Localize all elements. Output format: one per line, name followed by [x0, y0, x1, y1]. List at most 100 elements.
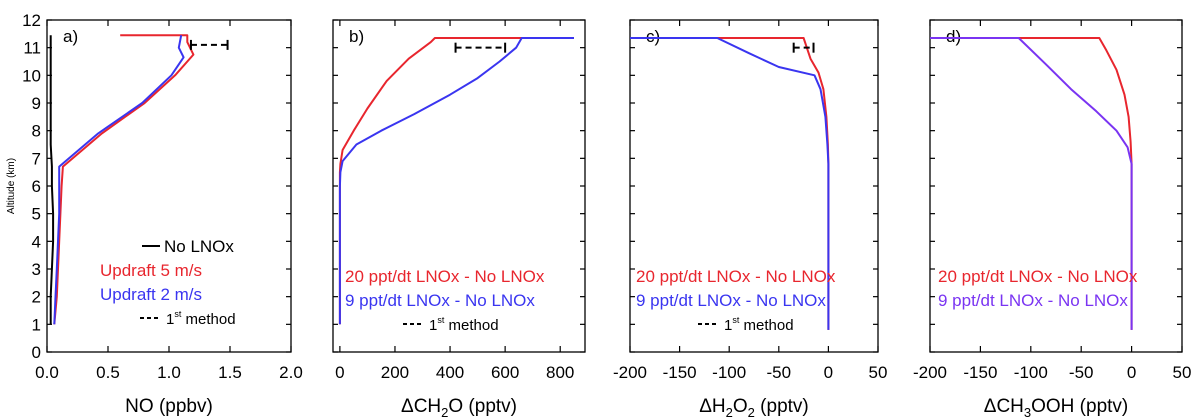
y-tick-label: 3 — [32, 260, 41, 279]
x-axis-label-part: 2 — [726, 405, 733, 418]
legend-text: Updraft 2 m/s — [100, 285, 202, 304]
plot-frame — [629, 19, 879, 353]
x-tick-label: 50 — [1173, 363, 1192, 382]
legend-text: 9 ppt/dt LNOx - No LNOx — [636, 291, 826, 310]
x-tick-label: 0 — [335, 363, 344, 382]
legend-entry: 9 ppt/dt LNOx - No LNOx — [636, 291, 826, 310]
x-axis-label-part: NO (ppbv) — [125, 396, 213, 417]
y-tick-label: 8 — [32, 122, 41, 141]
y-tick-label: 1 — [32, 315, 41, 334]
x-axis-label-part: O — [733, 396, 748, 417]
panel-label: d) — [946, 27, 961, 46]
x-tick-label: -100 — [712, 363, 746, 382]
panel-d: -200 -150 -100 -50 0 50 ΔCH3OOH (pptv) d) 20 ppt… — [913, 19, 1192, 418]
x-tick-label: 0.0 — [35, 363, 59, 382]
y-tick-label: 7 — [32, 149, 41, 168]
legend-sup: st — [437, 315, 445, 325]
panel-label: c) — [646, 27, 660, 46]
legend-tail: method — [444, 317, 498, 334]
legend-text: 1 — [429, 317, 437, 334]
x-tick-label: 1.5 — [218, 363, 242, 382]
y-tick-label: 6 — [32, 177, 41, 196]
y-tick-label: 4 — [32, 232, 41, 251]
series-line — [930, 37, 1133, 330]
x-axis-label: ΔCH3OOH (pptv) — [984, 396, 1129, 418]
legend-entry: Updraft 2 m/s — [100, 285, 202, 304]
legend-sup: st — [174, 309, 182, 319]
x-axis-label-part: OOH (pptv) — [1031, 396, 1128, 417]
plot-frame — [332, 19, 586, 353]
legend-sup: st — [732, 315, 740, 325]
y-tick-label: 5 — [32, 205, 41, 224]
y-tick-label: 11 — [23, 39, 41, 58]
legend-text: 9 ppt/dt LNOx - No LNOx — [938, 291, 1128, 310]
panel-label: a) — [63, 27, 78, 46]
y-tick-label: 12 — [22, 11, 41, 30]
legend-entry: 9 ppt/dt LNOx - No LNOx — [345, 291, 535, 310]
legend-entry: 20 ppt/dt LNOx - No LNOx — [636, 267, 836, 286]
series-line — [53, 35, 185, 325]
legend-text: 20 ppt/dt LNOx - No LNOx — [938, 267, 1138, 286]
x-tick-label: 0 — [824, 363, 833, 382]
series-line — [53, 34, 195, 325]
legend-tail: method — [739, 317, 793, 334]
x-tick-label: -150 — [663, 363, 697, 382]
x-axis-label-part: ΔCH — [401, 396, 441, 417]
x-tick-label: -50 — [1069, 363, 1094, 382]
legend-text: 20 ppt/dt LNOx - No LNOx — [345, 267, 545, 286]
x-tick-label: 1.0 — [157, 363, 181, 382]
x-tick-label: 0.5 — [96, 363, 120, 382]
y-tick-label: 10 — [22, 66, 41, 85]
legend-entry: Updraft 5 m/s — [100, 261, 202, 280]
x-axis-label-part: (pptv) — [755, 396, 809, 417]
x-tick-label: 2.0 — [279, 363, 303, 382]
x-tick-label: -200 — [913, 363, 947, 382]
legend-entry: 20 ppt/dt LNOx - No LNOx — [938, 267, 1138, 286]
x-axis-label-part: 3 — [1024, 405, 1031, 418]
x-tick-label: 50 — [869, 363, 888, 382]
x-axis-label: ΔCH2O (pptv) — [401, 396, 517, 418]
legend-entry: 1st method — [166, 309, 236, 328]
y-axis-label: Altitude (km) — [6, 158, 17, 214]
x-axis-label-part: ΔH — [699, 396, 725, 417]
x-tick-label: 800 — [546, 363, 574, 382]
x-axis-label: NO (ppbv) — [125, 396, 213, 417]
x-tick-label: 0 — [1127, 363, 1136, 382]
x-tick-label: -150 — [963, 363, 997, 382]
x-tick-label: 600 — [491, 363, 519, 382]
legend-text: No LNOx — [164, 237, 234, 256]
x-tick-label: -100 — [1014, 363, 1048, 382]
x-axis-label-part: O (pptv) — [448, 396, 517, 417]
x-axis-label-part: 2 — [441, 405, 448, 418]
y-tick-label: 9 — [32, 94, 41, 113]
panel-b: 0 200 400 600 800 ΔCH2O (pptv) b) 20 ppt/dt LNO… — [332, 19, 586, 418]
x-tick-label: -50 — [767, 363, 792, 382]
legend-text: 1 — [166, 311, 174, 328]
legend-text: 20 ppt/dt LNOx - No LNOx — [636, 267, 836, 286]
legend-text: 1 — [724, 317, 732, 334]
y-tick-label: 2 — [32, 288, 41, 307]
plot-frame — [46, 19, 292, 353]
x-tick-label: 200 — [381, 363, 409, 382]
legend-entry: 9 ppt/dt LNOx - No LNOx — [938, 291, 1128, 310]
x-tick-label: 400 — [436, 363, 464, 382]
x-axis-label: ΔH2O2 (pptv) — [699, 396, 809, 418]
legend-entry: 1st method — [429, 315, 499, 334]
series-line — [338, 37, 574, 325]
legend-text: Updraft 5 m/s — [100, 261, 202, 280]
series-line — [49, 35, 55, 325]
legend-tail: method — [181, 311, 235, 328]
legend-entry: No LNOx — [164, 237, 234, 256]
legend-text: 9 ppt/dt LNOx - No LNOx — [345, 291, 535, 310]
panel-label: b) — [349, 27, 364, 46]
legend-entry: 20 ppt/dt LNOx - No LNOx — [345, 267, 545, 286]
x-tick-label: -200 — [613, 363, 647, 382]
series-line — [630, 37, 830, 330]
legend-entry: 1st method — [724, 315, 794, 334]
y-tick-label: 0 — [32, 343, 41, 362]
x-axis-label-part: ΔCH — [984, 396, 1024, 417]
x-axis-label-part: 2 — [748, 405, 755, 418]
